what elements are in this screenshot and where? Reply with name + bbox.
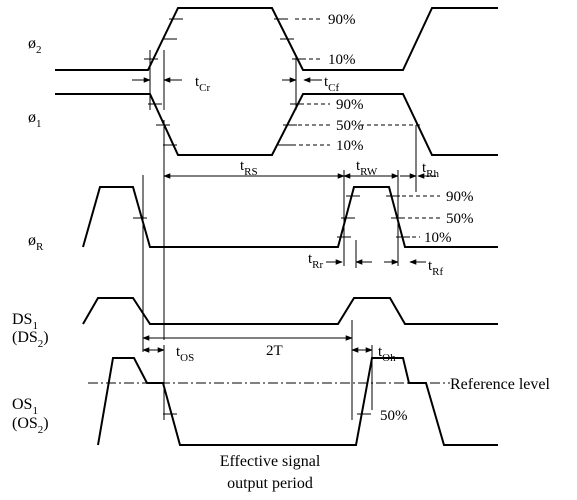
reference-level-label: Reference level <box>450 376 550 393</box>
os2-label: (OS2) <box>12 415 49 436</box>
two-t-label: 2T <box>266 343 283 359</box>
phir-50-label: 50% <box>446 211 474 227</box>
phi1-waveform <box>55 93 498 156</box>
phi2-10-label: 10% <box>328 52 356 68</box>
effective-period-line1: Effective signal <box>220 453 321 470</box>
phir-waveform <box>82 186 498 248</box>
trf-label: tRf <box>428 258 444 278</box>
os1-waveform <box>97 357 498 446</box>
phi2-90-label: 90% <box>328 12 356 28</box>
phi1-10-label: 10% <box>336 138 364 154</box>
ds1-waveform <box>82 297 498 325</box>
phi2-waveform <box>55 7 498 71</box>
phi1-50-label: 50% <box>336 118 364 134</box>
phi2-label: ø2 <box>28 35 42 56</box>
phir-90-label: 90% <box>446 189 474 205</box>
phi1-label: ø1 <box>28 109 42 130</box>
trw-label: tRW <box>356 158 378 178</box>
tos-label: tOS <box>176 344 194 364</box>
phir-label: øR <box>28 232 44 253</box>
ds1-label: DS1 <box>12 311 38 332</box>
ds2-label: (DS2) <box>12 329 49 350</box>
tcf-label: tCf <box>324 74 340 94</box>
trr-label: tRr <box>308 251 324 271</box>
toh-label: tOh <box>378 344 396 364</box>
trs-label: tRS <box>240 158 258 178</box>
tcr-label: tCr <box>195 74 211 94</box>
trh-label: tRh <box>422 160 440 180</box>
phi1-90-label: 90% <box>336 97 364 113</box>
os1-50-label: 50% <box>380 408 408 424</box>
phir-10-label: 10% <box>424 230 452 246</box>
effective-period-line2: output period <box>227 475 313 492</box>
os1-label: OS1 <box>12 396 38 417</box>
